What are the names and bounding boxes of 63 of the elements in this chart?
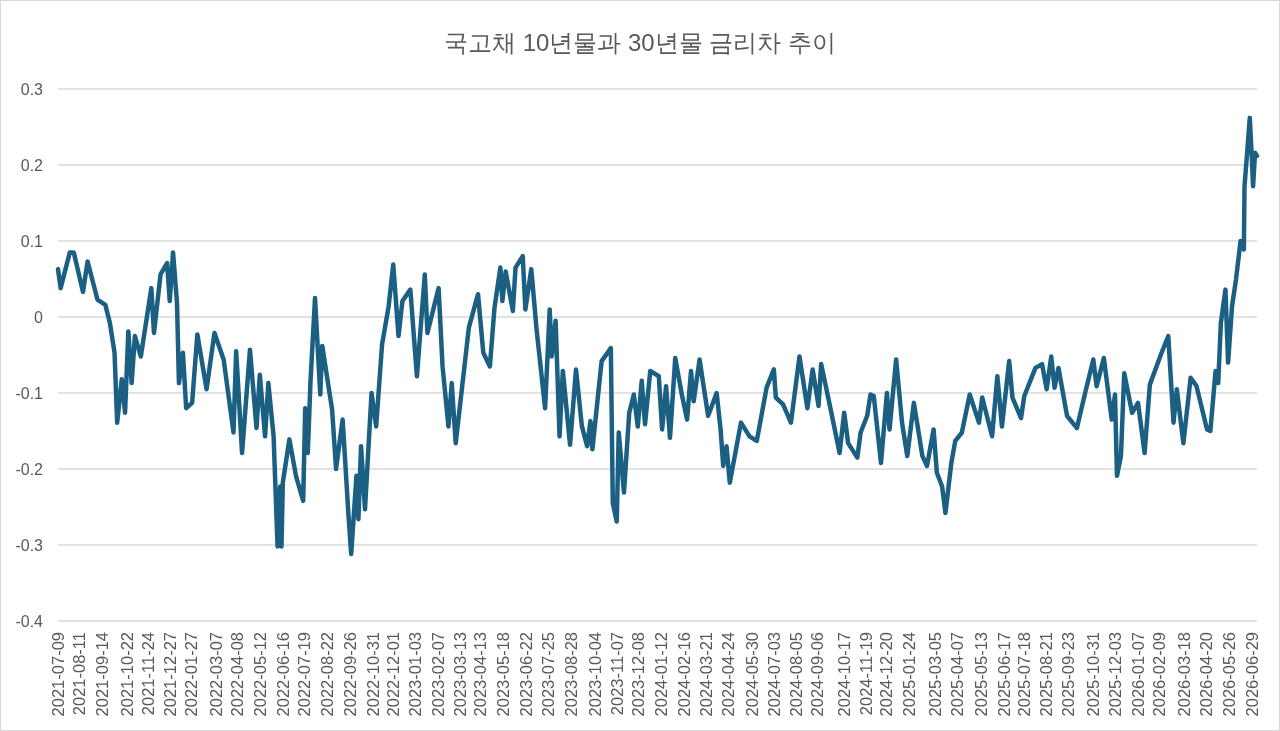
x-tick-label: 2022-01-27	[181, 632, 200, 717]
x-tick-label: 2025-03-05	[926, 632, 945, 717]
x-tick-label: 2023-04-13	[471, 632, 490, 717]
x-tick-label: 2023-03-13	[451, 632, 470, 717]
x-tick-label: 2025-05-13	[971, 632, 990, 717]
x-tick-label: 2024-03-21	[696, 632, 715, 717]
y-tick-label: 0.1	[20, 232, 43, 250]
x-tick-label: 2024-12-20	[877, 632, 896, 717]
x-tick-label: 2025-06-17	[994, 632, 1013, 717]
x-tick-label: 2022-04-08	[228, 632, 247, 717]
y-tick-label: -0.1	[15, 384, 43, 402]
x-tick-label: 2025-07-18	[1015, 632, 1034, 717]
y-tick-label: -0.3	[15, 536, 43, 554]
x-tick-label: 2024-08-05	[787, 632, 805, 717]
x-tick-label: 2021-12-27	[161, 632, 180, 717]
x-tick-label: 2021-08-11	[70, 632, 89, 716]
x-tick-label: 2023-11-07	[608, 632, 627, 716]
x-tick-label: 2023-12-08	[628, 632, 647, 717]
x-tick-label: 2024-09-06	[808, 632, 826, 717]
x-tick-label: 2024-10-17	[834, 632, 853, 717]
x-tick-label: 2025-09-23	[1059, 632, 1078, 717]
x-tick-label: 2021-10-22	[117, 632, 136, 717]
x-tick-label: 2024-02-16	[674, 632, 693, 717]
x-tick-label: 2022-05-12	[250, 632, 269, 717]
x-tick-label: 2024-05-30	[742, 632, 761, 717]
x-tick-label: 2022-07-19	[295, 632, 314, 717]
x-tick-label: 2022-09-26	[340, 632, 359, 717]
x-tick-label: 2025-01-24	[900, 632, 919, 717]
x-tick-label: 2023-10-04	[585, 632, 604, 717]
x-tick-label: 2023-02-07	[428, 632, 447, 717]
title: 국고채 10년물과 30년물 금리차 추이	[443, 29, 837, 56]
x-tick-label: 2026-06-29	[1242, 632, 1261, 717]
y-tick-label: 0.2	[20, 156, 43, 174]
x-tick-label: 2022-08-22	[317, 632, 336, 717]
y-tick-label: 0.3	[20, 80, 43, 98]
x-tick-label: 2026-05-26	[1220, 632, 1239, 717]
x-tick-label: 2021-09-14	[92, 632, 111, 717]
x-tick-label: 2025-04-07	[948, 632, 967, 717]
x-tick-label: 2022-03-07	[207, 632, 226, 717]
x-tick-label: 2022-10-31	[363, 632, 382, 717]
x-tick-label: 2026-02-09	[1150, 632, 1169, 717]
x-tick-label: 2026-03-18	[1174, 632, 1193, 717]
x-tick-label: 2021-07-09	[48, 632, 67, 717]
x-tick-label: 2024-07-03	[765, 632, 784, 717]
x-tick-label: 2023-06-22	[517, 632, 536, 717]
x-tick-label: 2022-12-01	[384, 632, 402, 717]
x-tick-label: 2023-07-25	[539, 632, 558, 717]
y-tick-label: 0	[34, 308, 43, 326]
x-tick-label: 2021-11-24	[139, 632, 158, 716]
y-tick-label: -0.2	[15, 460, 43, 478]
y-tick-label: -0.4	[15, 612, 43, 630]
x-tick-label: 2026-01-07	[1128, 632, 1147, 717]
x-tick-label: 2026-04-20	[1196, 632, 1215, 717]
x-tick-label: 2024-04-24	[719, 632, 738, 717]
x-tick-label: 2023-05-18	[494, 632, 513, 717]
x-tick-label: 2025-12-03	[1105, 632, 1124, 717]
x-tick-label: 2022-06-16	[273, 632, 292, 717]
x-tick-label: 2025-10-31	[1084, 632, 1103, 717]
x-tick-label: 2024-01-12	[651, 632, 670, 717]
x-tick-label: 2025-08-21	[1037, 632, 1056, 717]
x-tick-label: 2023-08-28	[561, 632, 580, 717]
x-tick-label: 2024-11-19	[856, 632, 875, 716]
x-tick-label: 2023-01-03	[405, 632, 424, 717]
